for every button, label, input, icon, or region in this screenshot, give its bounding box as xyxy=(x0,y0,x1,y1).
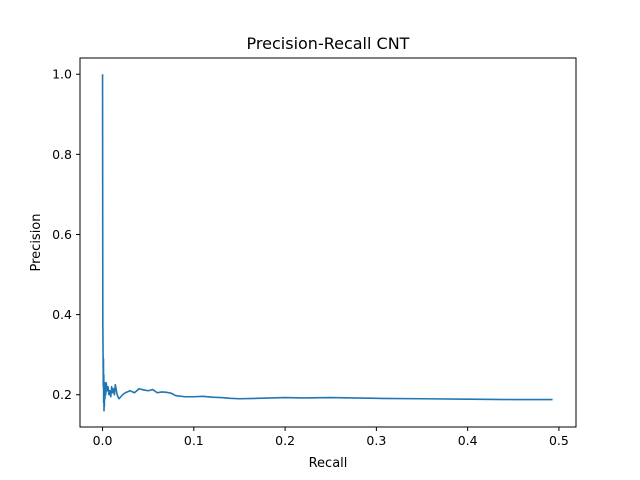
x-tick-label: 0.1 xyxy=(184,433,204,448)
x-axis-label: Recall xyxy=(309,456,348,471)
y-tick-label: 0.8 xyxy=(52,147,72,162)
y-tick-label: 1.0 xyxy=(52,67,72,82)
y-axis-ticks: 0.2 0.4 0.6 0.8 1.0 xyxy=(52,67,80,402)
x-axis-ticks: 0.0 0.1 0.2 0.3 0.4 0.5 xyxy=(93,427,569,448)
x-tick-label: 0.2 xyxy=(275,433,295,448)
y-tick-label: 0.6 xyxy=(52,227,72,242)
x-tick-label: 0.4 xyxy=(458,433,478,448)
series-line-0 xyxy=(101,74,553,412)
x-tick-label: 0.3 xyxy=(366,433,386,448)
chart-title: Precision-Recall CNT xyxy=(247,34,410,53)
x-tick-label: 0.0 xyxy=(93,433,113,448)
x-tick-label: 0.5 xyxy=(549,433,569,448)
plot-frame xyxy=(79,57,577,428)
y-tick-label: 0.2 xyxy=(52,387,72,402)
y-tick-label: 0.4 xyxy=(52,307,72,322)
y-axis-label: Precision xyxy=(29,213,44,271)
series-layer xyxy=(101,74,553,412)
